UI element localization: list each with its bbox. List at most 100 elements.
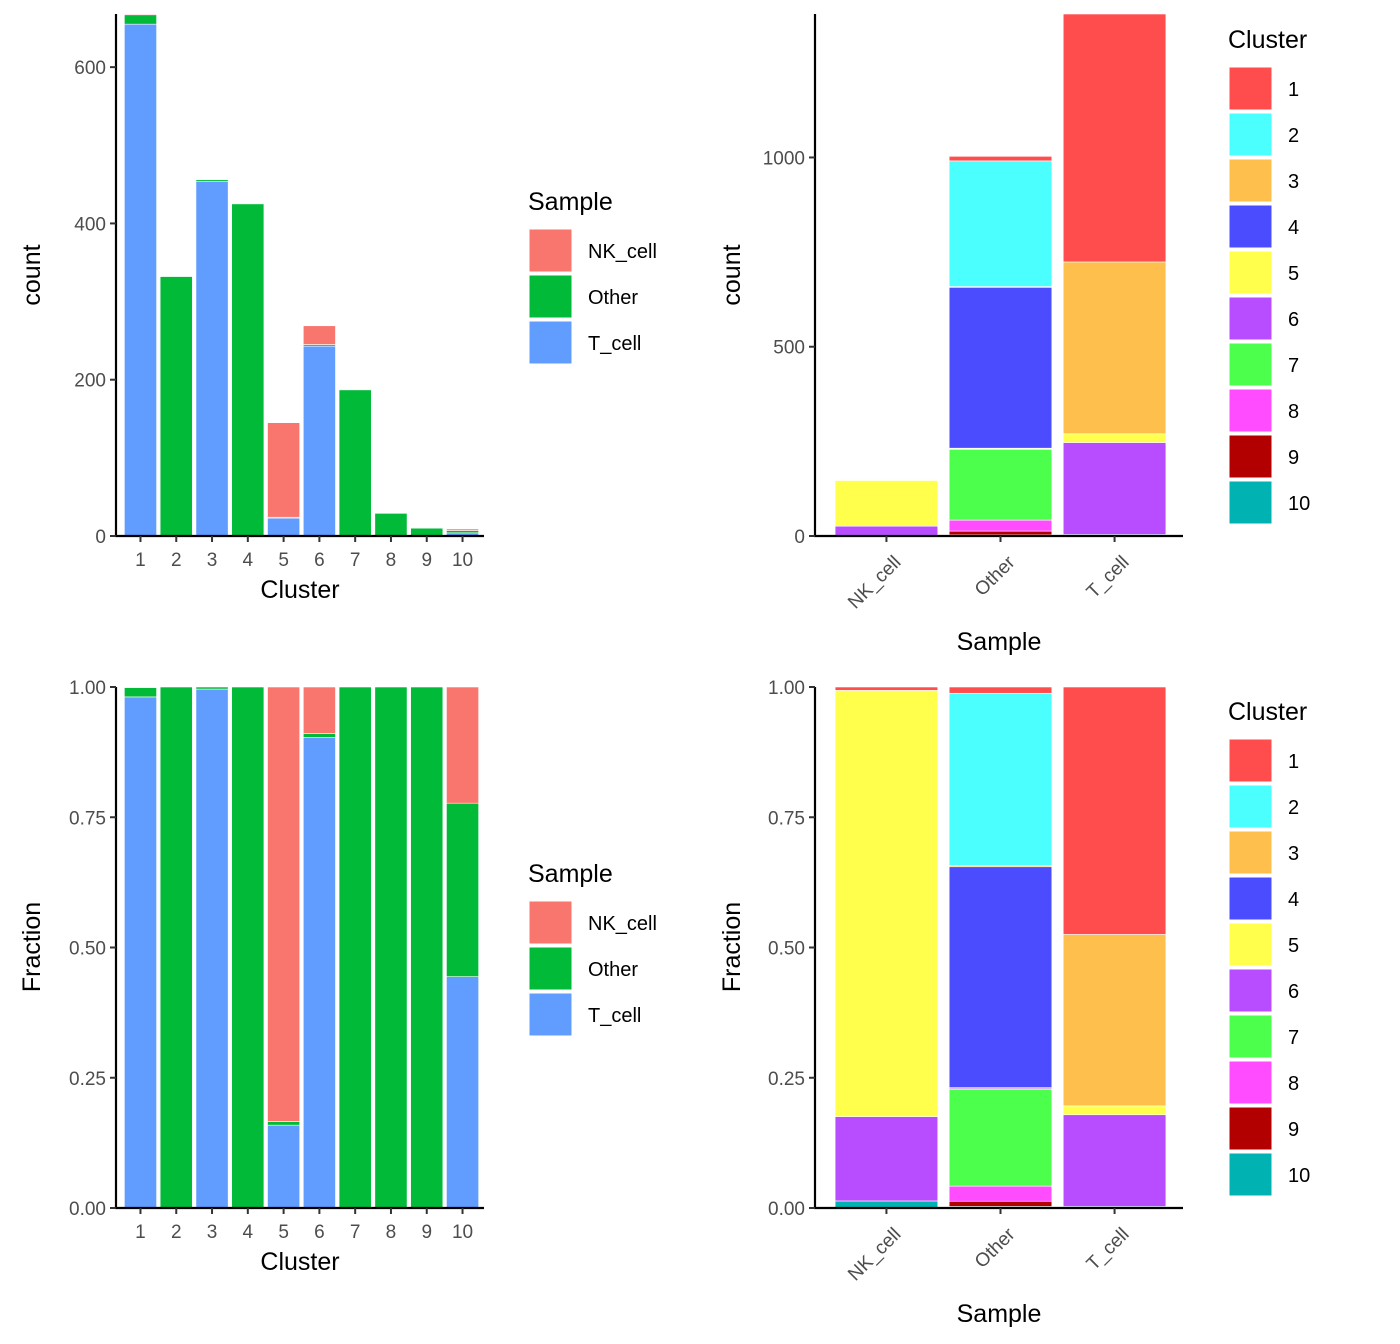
- bar-segment-other-3: [195, 686, 229, 690]
- legend-label: 7: [1288, 355, 1299, 377]
- x-tick-label: 3: [207, 1222, 218, 1243]
- legend-label: 6: [1288, 981, 1299, 1003]
- bar-segment-nk-cell-5: [267, 686, 301, 1122]
- x-tick-label: 4: [243, 1222, 254, 1243]
- bar-segment-2-other: [948, 160, 1053, 287]
- bar-segment-nk-cell-1: [124, 13, 157, 16]
- bar-segment-1-other: [948, 156, 1053, 162]
- bar-segment-t-cell-10: [446, 976, 479, 1209]
- legend-item: 3: [1228, 158, 1299, 203]
- x-axis-title: Sample: [957, 628, 1042, 656]
- legend-swatch: [1228, 434, 1273, 479]
- bars-group: [124, 686, 479, 1209]
- legend-item: 6: [1228, 968, 1299, 1013]
- bar-segment-other-1: [124, 687, 157, 698]
- x-tick-label: 6: [314, 550, 325, 571]
- panel-count-by-sample: 0 500 1000 NK_cell Other T_cell Sample count: [718, 13, 1183, 656]
- bar-segment-1-other: [948, 686, 1053, 694]
- legend-label: 9: [1288, 1119, 1299, 1141]
- legend-item: Other: [528, 946, 638, 991]
- legend-title: Sample: [528, 188, 613, 216]
- bar-segment-other-7: [338, 686, 372, 1209]
- bar-segment-t-cell-5: [267, 517, 301, 537]
- legend-swatch: [1228, 1060, 1273, 1105]
- legend-swatch: [1228, 1152, 1273, 1197]
- y-tick-label: 500: [773, 338, 805, 359]
- bar-segment-1-nk-cell: [834, 686, 939, 691]
- x-tick-label: 2: [171, 550, 182, 571]
- x-tick-label: 8: [386, 550, 397, 571]
- legend-swatch: [1228, 1106, 1273, 1151]
- legend-item: 3: [1228, 830, 1299, 875]
- legend-label: 10: [1288, 1165, 1310, 1187]
- bar-segment-other-10: [446, 530, 479, 534]
- legend-item: T_cell: [528, 320, 641, 365]
- panel-fraction-by-cluster: 0.00 0.25 0.50 0.75 1.00 1 2 3 4 5 6 7 8 9 10 Cluster Fr…: [18, 678, 484, 1276]
- x-tick-label: 4: [243, 550, 254, 571]
- legend-swatch: [1228, 296, 1273, 341]
- x-tick-label: T_cell: [1083, 552, 1134, 603]
- bar-segment-nk-cell-10: [446, 686, 479, 804]
- bar-segment-4-other: [948, 286, 1053, 449]
- y-tick-label: 0.50: [768, 939, 805, 960]
- bar-segment-other-10: [446, 802, 479, 977]
- x-tick-label: 3: [207, 550, 218, 571]
- legend-cluster-top: Cluster 1 2 3 4 5 6 7 8 9 10: [1228, 26, 1310, 525]
- legend-swatch: [1228, 876, 1273, 921]
- legend-swatch: [1228, 112, 1273, 157]
- y-axis-title: count: [718, 244, 746, 305]
- legend-label: 10: [1288, 493, 1310, 515]
- bar-segment-5-nk-cell: [834, 690, 939, 1117]
- panel-count-by-cluster: 0 200 400 600 1 2 3 4 5 6 7 8 9 10 Cluster count: [18, 13, 484, 604]
- legend-swatch: [1228, 738, 1273, 783]
- x-tick-label: 6: [314, 1222, 325, 1243]
- y-tick-label: 400: [74, 214, 106, 235]
- y-tick-label: 0.75: [69, 808, 106, 829]
- bar-segment-7-other: [948, 1088, 1053, 1187]
- bar-segment-other-6: [302, 733, 336, 738]
- bar-segment-4-other: [948, 866, 1053, 1088]
- bar-segment-other-4: [231, 203, 265, 537]
- legend-label: 5: [1288, 935, 1299, 957]
- legend-swatch: [528, 900, 573, 945]
- legend-swatch: [1228, 388, 1273, 433]
- legend-label: 1: [1288, 751, 1299, 773]
- bar-segment-9-other: [948, 530, 1053, 536]
- bar-segment-t-cell-1: [124, 23, 157, 537]
- y-tick-label: 0.25: [69, 1069, 106, 1090]
- bar-segment-other-3: [195, 179, 229, 182]
- x-tick-label: 9: [421, 1222, 432, 1243]
- x-tick-label: Other: [971, 1224, 1020, 1273]
- y-axis-title: count: [18, 244, 46, 305]
- bar-segment-6-nk-cell: [834, 525, 939, 536]
- bar-segment-3-t-cell: [1062, 934, 1167, 1107]
- bar-segment-t-cell-6: [302, 737, 336, 1209]
- legend-label: 3: [1288, 843, 1299, 865]
- bar-segment-6-nk-cell: [834, 1116, 939, 1202]
- x-tick-label: T_cell: [1083, 1224, 1134, 1275]
- legend-title: Cluster: [1228, 26, 1307, 54]
- legend-swatch: [528, 274, 573, 319]
- legend-item: 8: [1228, 388, 1299, 433]
- bar-segment-t-cell-6: [302, 345, 336, 537]
- legend-item: 8: [1228, 1060, 1299, 1105]
- y-tick-label: 0.75: [768, 808, 805, 829]
- legend-item: 10: [1228, 480, 1310, 525]
- bar-segment-nk-cell-10: [446, 528, 479, 531]
- legend-title: Cluster: [1228, 698, 1307, 726]
- x-tick-label: 9: [421, 550, 432, 571]
- y-tick-label: 0.00: [69, 1199, 106, 1220]
- legend-label: NK_cell: [588, 913, 657, 935]
- legend-item: NK_cell: [528, 900, 657, 945]
- y-tick-label: 0.00: [768, 1199, 805, 1220]
- legend-item: 4: [1228, 876, 1299, 921]
- legend-label: 8: [1288, 1073, 1299, 1095]
- legend-item: 5: [1228, 250, 1299, 295]
- bars-group: [124, 13, 479, 537]
- x-tick-label: 10: [452, 1222, 473, 1243]
- bars-group: [834, 13, 1167, 537]
- legend-swatch: [1228, 204, 1273, 249]
- legend-swatch: [1228, 158, 1273, 203]
- bar-segment-3-t-cell: [1062, 261, 1167, 435]
